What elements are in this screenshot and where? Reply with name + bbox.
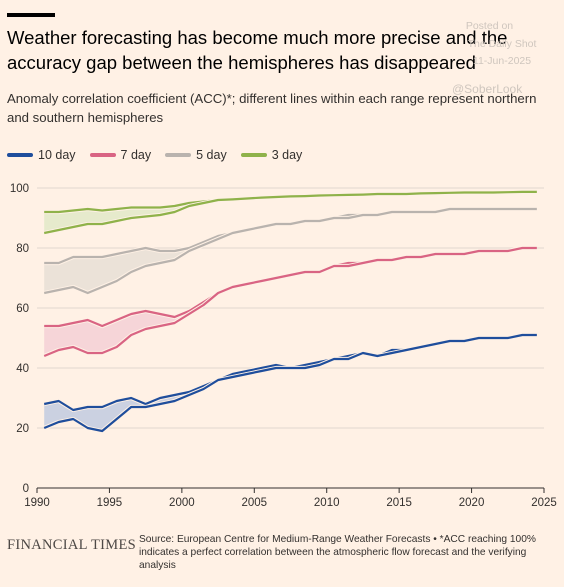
legend-swatch bbox=[89, 153, 116, 157]
y-tick-label-60: 60 bbox=[16, 303, 29, 315]
y-tick-label-80: 80 bbox=[16, 243, 29, 255]
line-7-day-hemisphere-1 bbox=[43, 246, 537, 358]
legend-swatch bbox=[240, 153, 267, 157]
watermark-line2: The Daily Shot bbox=[467, 38, 537, 50]
line-5-day-hemisphere-1 bbox=[43, 207, 537, 295]
ft-logo: FINANCIAL TIMES bbox=[7, 537, 136, 553]
line-10-day-hemisphere-1 bbox=[43, 333, 537, 433]
legend-label: 5 day bbox=[196, 148, 227, 162]
legend-item-3-day: 3 day bbox=[240, 148, 303, 162]
band-7-day bbox=[44, 248, 537, 356]
x-tick-label-2015: 2015 bbox=[386, 497, 412, 509]
legend-label: 3 day bbox=[271, 148, 303, 162]
x-tick-label-2020: 2020 bbox=[459, 497, 485, 509]
legend-item-7-day: 7 day bbox=[89, 148, 152, 162]
watermark-line3: 11-Jun-2025 bbox=[472, 55, 532, 67]
legend-label: 7 day bbox=[120, 148, 152, 162]
y-tick-label-20: 20 bbox=[16, 423, 29, 435]
line-3-day-hemisphere-1 bbox=[43, 190, 537, 235]
band-5-day bbox=[44, 209, 537, 293]
y-tick-label-100: 100 bbox=[10, 183, 29, 195]
chart-legend: 10 day 7 day 5 day 3 day bbox=[7, 146, 316, 164]
x-tick-label-2010: 2010 bbox=[314, 497, 340, 509]
legend-swatch bbox=[165, 153, 192, 157]
chart-subtitle: Anomaly correlation coefficient (ACC)*; … bbox=[7, 91, 537, 125]
x-tick-label-2005: 2005 bbox=[241, 497, 267, 509]
legend-item-5-day: 5 day bbox=[165, 148, 227, 162]
band-10-day bbox=[44, 335, 537, 431]
y-tick-label-40: 40 bbox=[16, 363, 29, 375]
watermark-line1: Posted on bbox=[465, 20, 514, 32]
x-tick-label-2000: 2000 bbox=[169, 497, 195, 509]
chart-plot: 0 20 40 60 80 100 1990 1995 2000 2005 2010 2015 2020… bbox=[10, 183, 557, 509]
x-tick-label-1995: 1995 bbox=[97, 497, 123, 509]
band-3-day bbox=[44, 191, 537, 233]
legend-label: 10 day bbox=[38, 148, 76, 162]
header-rule bbox=[7, 13, 55, 17]
x-tick-label-1990: 1990 bbox=[24, 497, 50, 509]
watermark-handle: @SoberLook bbox=[452, 82, 523, 96]
legend-swatch bbox=[7, 153, 33, 157]
legend-item-10-day: 10 day bbox=[7, 148, 76, 162]
y-tick-label-0: 0 bbox=[23, 483, 29, 495]
x-tick-label-2025: 2025 bbox=[531, 497, 557, 509]
source-note: Source: European Centre for Medium-Range… bbox=[139, 534, 536, 571]
chart-title: Weather forecasting has become much more… bbox=[7, 27, 508, 73]
